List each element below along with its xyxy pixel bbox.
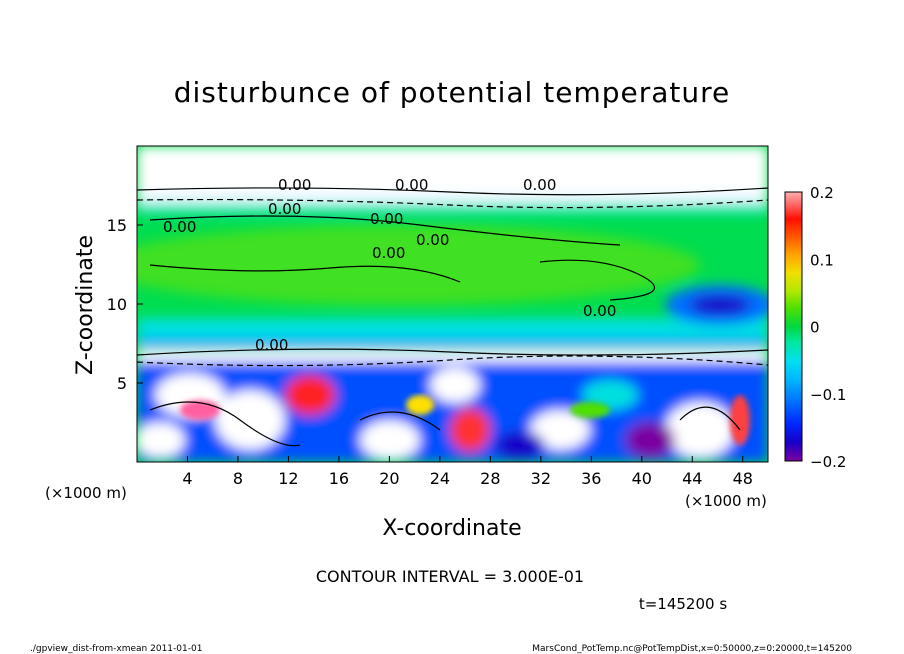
colorbar-tick-label: −0.1	[810, 386, 846, 404]
contour-label: 0.00	[255, 336, 288, 354]
footer-left: ./gpview_dist-from-xmean 2011-01-01	[30, 644, 202, 654]
x-tick-label: 36	[581, 469, 601, 488]
heatmap-field	[137, 146, 768, 462]
contour-label: 0.00	[416, 231, 449, 249]
contour-label: 0.00	[268, 200, 301, 218]
y-axis-label: Z-coordinate	[73, 235, 98, 375]
x-axis-ticks: 4 8 12 16 20 24 28 32 36 40 44 48	[182, 456, 753, 488]
x-tick-label: 24	[430, 469, 450, 488]
y-tick-label: 10	[107, 295, 127, 314]
x-tick-label: 48	[733, 469, 753, 488]
contour-label: 0.00	[370, 210, 403, 228]
time-label: t=145200 s	[639, 595, 727, 613]
x-unit-right: (×1000 m)	[685, 492, 767, 510]
x-tick-label: 32	[531, 469, 551, 488]
contour-label: 0.00	[523, 176, 556, 194]
y-tick-label: 5	[117, 374, 127, 393]
colorbar-tick-label: 0	[810, 319, 820, 337]
contour-label: 0.00	[278, 176, 311, 194]
colorbar-ticks: 0.2 0.1 0 −0.1 −0.2	[810, 184, 846, 471]
y-axis-ticks: 5 10 15	[107, 216, 143, 393]
x-axis-label: X-coordinate	[382, 516, 521, 541]
x-tick-label: 8	[233, 469, 243, 488]
contour-label: 0.00	[163, 218, 196, 236]
y-tick-label: 15	[107, 216, 127, 235]
footer-right: MarsCond_PotTemp.nc@PotTempDist,x=0:5000…	[532, 644, 852, 654]
x-tick-label: 44	[682, 469, 702, 488]
colorbar-tick-label: 0.1	[810, 251, 834, 269]
x-tick-label: 4	[182, 469, 192, 488]
colorbar-tick-label: 0.2	[810, 184, 834, 202]
x-tick-label: 12	[278, 469, 298, 488]
colorbar: 0.2 0.1 0 −0.1 −0.2	[784, 184, 846, 471]
contour-label: 0.00	[372, 244, 405, 262]
x-unit-left: (×1000 m)	[45, 484, 127, 502]
chart-title: disturbunce of potential temperature	[174, 76, 731, 109]
contour-label: 0.00	[395, 176, 428, 194]
x-tick-label: 16	[329, 469, 349, 488]
contour-label: 0.00	[583, 302, 616, 320]
x-tick-label: 40	[632, 469, 652, 488]
x-tick-label: 28	[480, 469, 500, 488]
x-tick-label: 20	[379, 469, 399, 488]
colorbar-tick-label: −0.2	[810, 453, 846, 471]
contour-interval-text: CONTOUR INTERVAL = 3.000E-01	[316, 567, 584, 586]
